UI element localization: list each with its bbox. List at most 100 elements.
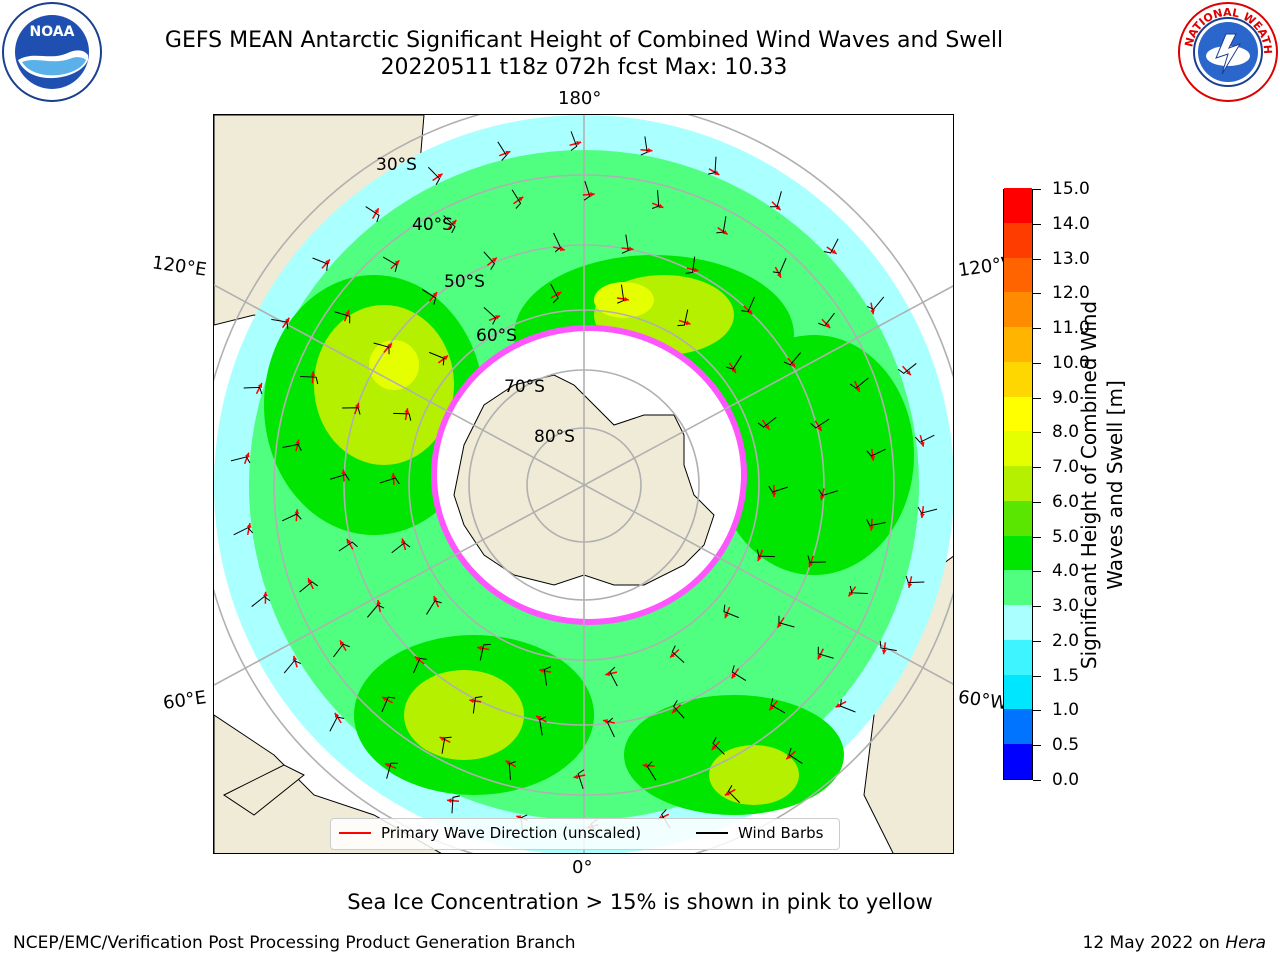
wave-arrow-head xyxy=(605,671,611,677)
wind-barb xyxy=(508,761,517,780)
wave-arrow-head xyxy=(817,425,822,431)
chart-subtitle: 20220511 t18z 072h fcst Max: 10.33 xyxy=(380,55,788,80)
lon-label-60e: 60°E xyxy=(161,687,208,714)
wind-barb xyxy=(807,555,826,563)
wave-arrow-head xyxy=(907,583,913,588)
colorbar-tick-label: 11.0 xyxy=(1052,318,1090,339)
wind-barb xyxy=(840,699,856,713)
colorbar-tick-label: 10.0 xyxy=(1052,352,1090,373)
wave-arrow-head xyxy=(693,267,699,273)
wave-arrow-head xyxy=(628,246,634,252)
map-legend: Primary Wave Direction (unscaled) Wind B… xyxy=(330,818,840,850)
wind-barb xyxy=(329,716,345,732)
africa-landmass xyxy=(214,714,442,853)
wind-barb xyxy=(726,355,742,370)
wave-arrow-head xyxy=(817,654,822,660)
colorbar-tick xyxy=(1033,710,1041,712)
colorbar-tick xyxy=(1033,362,1041,364)
wind-barb xyxy=(818,489,838,497)
wind-barb xyxy=(497,141,508,161)
footer-date-text: 12 May 2022 on xyxy=(1082,933,1226,953)
wave-arrow-head xyxy=(808,562,813,568)
wind-barb xyxy=(783,352,801,366)
wind-barb xyxy=(606,717,615,738)
wave-arrow-head xyxy=(881,649,887,655)
wind-barb xyxy=(879,640,897,652)
madagascar-landmass xyxy=(223,764,305,816)
wave-arrow-head xyxy=(869,526,874,531)
wind-barb xyxy=(511,189,522,209)
wind-barb xyxy=(443,215,456,234)
wind-barb xyxy=(472,696,483,714)
colorbar-tick-label: 15.0 xyxy=(1052,179,1090,199)
nws-logo: NATIONAL WEATHER SERVICE xyxy=(1172,0,1280,104)
wind-barb xyxy=(543,666,551,686)
wind-barb xyxy=(282,513,302,522)
wind-barb xyxy=(299,581,319,593)
wind-barb xyxy=(770,191,782,208)
footer-date: 12 May 2022 on Hera xyxy=(1083,933,1267,953)
wind-barb xyxy=(788,747,803,764)
wind-barb xyxy=(817,646,834,659)
wind-barb xyxy=(373,342,390,355)
wind-barb xyxy=(230,456,251,464)
polar-map[interactable]: 30°S 40°S 50°S 60°S 70°S 80°S xyxy=(214,115,954,854)
wave-arrow-head xyxy=(777,622,782,628)
colorbar-tick xyxy=(1033,606,1041,608)
wave-arrow-head xyxy=(711,745,717,751)
colorbar-segment xyxy=(1004,604,1032,640)
sea-ice-note: Sea Ice Concentration > 15% is shown in … xyxy=(347,890,933,914)
lon-label-60w: 60°W xyxy=(956,686,1009,715)
wave-arrow-head xyxy=(246,523,252,528)
wave-arrow-head xyxy=(560,246,565,252)
wave-arrow-head xyxy=(724,613,729,619)
wind-barb xyxy=(330,473,350,481)
colorbar-tick-label: 0.5 xyxy=(1052,735,1080,756)
colorbar-tick-label: 4.0 xyxy=(1052,561,1080,582)
map-panel[interactable]: 30°S 40°S 50°S 60°S 70°S 80°S xyxy=(213,114,954,854)
colorbar-segment xyxy=(1004,465,1032,501)
wind-barb xyxy=(583,180,591,201)
wind-barb xyxy=(380,477,400,485)
colorbar-segment xyxy=(1004,569,1032,606)
wind-barb xyxy=(723,604,739,619)
footer-credit: NCEP/EMC/Verification Post Processing Pr… xyxy=(13,933,576,953)
wind-barb-layer xyxy=(230,131,938,839)
wave-arrow-head xyxy=(310,371,316,376)
colorbar-tick xyxy=(1033,501,1041,503)
wind-barb xyxy=(342,407,361,415)
colorbar-tick-label: 0.0 xyxy=(1052,770,1080,790)
wave-arrow-head xyxy=(495,315,501,320)
colorbar-tick-label: 6.0 xyxy=(1052,491,1080,512)
colorbar-tick xyxy=(1033,328,1041,330)
wave-arrow-head xyxy=(376,600,382,605)
wave-arrow-head xyxy=(685,320,691,326)
wave-arrow-head xyxy=(433,596,438,602)
wind-barb xyxy=(312,257,328,271)
wave-arrow-head xyxy=(292,655,298,661)
wind-barb xyxy=(731,665,747,681)
wind-barb xyxy=(365,206,380,223)
wave-arrow-head xyxy=(384,763,390,768)
wave-arrow-head xyxy=(414,656,420,662)
wave-arrow-head xyxy=(870,309,875,315)
wave-arrow-head xyxy=(345,310,350,316)
wind-barb xyxy=(671,645,685,663)
wave-arrow-head xyxy=(671,708,677,714)
wind-barb xyxy=(712,736,725,755)
colorbar-segment xyxy=(1004,222,1032,258)
wave-arrow-head xyxy=(722,229,728,235)
colorbar-tick xyxy=(1033,189,1041,190)
colorbar-tick-label: 3.0 xyxy=(1052,596,1080,617)
wind-barb xyxy=(386,762,398,779)
wave-arrow-head xyxy=(603,719,608,724)
colorbar-tick-label: 13.0 xyxy=(1052,248,1090,269)
wind-barb xyxy=(609,666,618,687)
wave-arrow-head xyxy=(341,469,347,475)
wind-barb xyxy=(727,785,741,804)
wave-arrow-head xyxy=(539,668,544,674)
wind-barb xyxy=(646,761,657,781)
colorbar-tick xyxy=(1033,432,1041,434)
wind-barb xyxy=(685,256,696,274)
wind-barb xyxy=(382,256,398,272)
